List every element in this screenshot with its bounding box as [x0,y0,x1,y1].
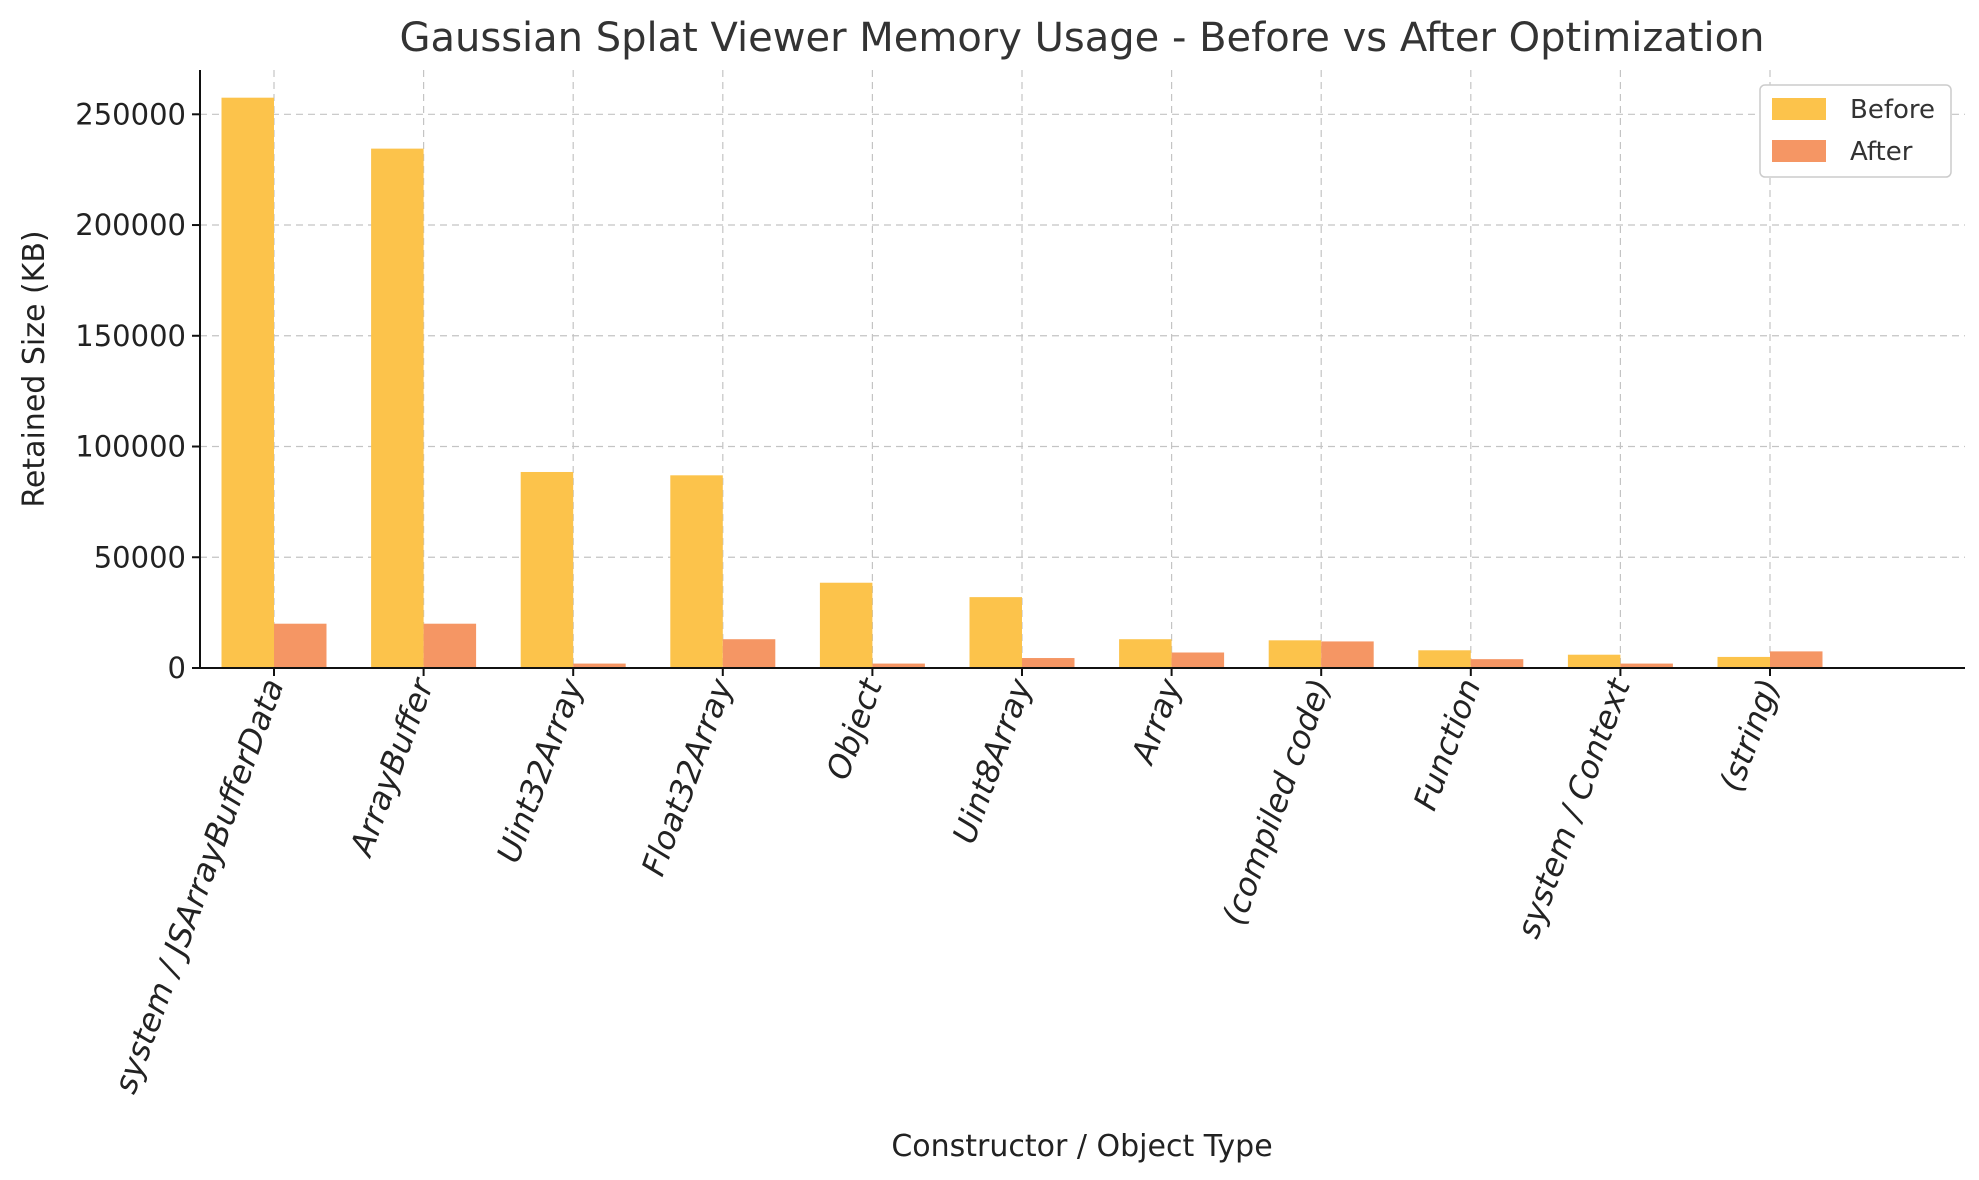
bar-before-system-jsarraybufferdata [221,97,274,669]
x-tick-label: (compiled code) [1215,674,1339,930]
y-axis-label: Retained Size (KB) [17,230,52,507]
axes [199,70,1965,669]
legend-swatch-before [1772,98,1826,120]
x-tick-label: Array [1123,673,1189,770]
bar-before-string [1717,656,1770,668]
bar-after-array [1171,652,1225,668]
x-tick-label: system / JSArrayBufferData [106,674,291,1098]
y-tick-label: 200000 [75,208,186,242]
bar-after-float32array [722,639,776,668]
bar-before-uint32array [520,471,574,668]
grid-lines [200,70,1965,669]
bar-before-object [819,582,873,668]
legend-label-after: After [1850,137,1913,167]
y-ticks: 0 50000 100000 150000 200000 250000 [75,97,200,685]
bar-before-array [1119,639,1172,668]
bar-after-system-jsarraybufferdata [274,623,327,668]
y-tick-label: 250000 [75,97,186,131]
bar-before-compiled-code [1268,640,1322,668]
x-tick-label: Uint8Array [945,673,1040,849]
bar-before-arraybuffer [371,148,424,669]
x-tick-label: Uint32Array [489,673,591,868]
bar-before-float32array [670,475,723,668]
bar-after-uint32array [573,663,626,668]
bar-before-system-context [1567,654,1621,668]
bar-after-arraybuffer [423,623,477,668]
bar-after-system-context [1620,663,1673,668]
bars [221,97,1823,669]
x-tick-label: Float32Array [634,673,741,881]
legend-swatch-after [1772,140,1826,162]
y-tick-label: 100000 [75,430,186,464]
x-tick-label: Object [819,672,891,784]
bar-after-function [1470,659,1524,668]
x-tick-label: (string) [1712,674,1788,797]
y-tick-label: 150000 [75,319,186,353]
x-tick-label: system / Context [1509,672,1638,943]
x-axis-label: Constructor / Object Type [891,1129,1272,1164]
legend: Before After [1759,84,1952,178]
x-tick-label: Function [1406,674,1488,815]
chart-title: Gaussian Splat Viewer Memory Usage - Bef… [400,15,1765,61]
y-tick-label: 50000 [94,540,186,574]
x-ticks: system / JSArrayBufferData ArrayBuffer Uin… [106,668,1788,1098]
bar-before-uint8array [969,597,1022,668]
bar-after-uint8array [1022,658,1075,668]
x-tick-label: ArrayBuffer [341,672,441,862]
bar-after-string [1770,651,1823,668]
legend-label-before: Before [1850,95,1935,125]
y-tick-label: 0 [168,651,186,685]
bar-before-function [1418,650,1471,668]
bar-after-compiled-code [1321,641,1374,668]
bar-after-object [872,663,925,668]
